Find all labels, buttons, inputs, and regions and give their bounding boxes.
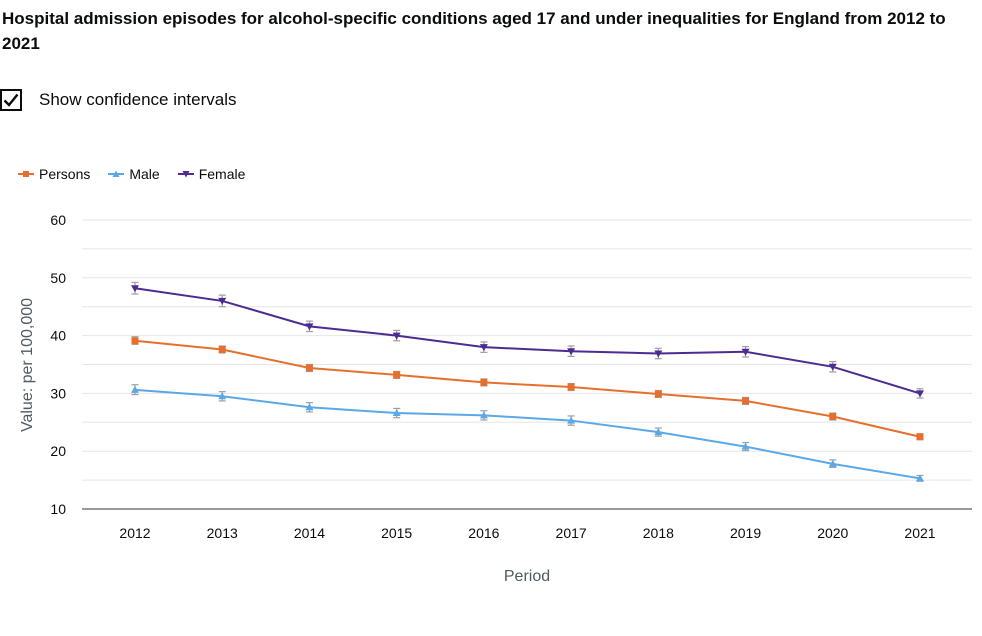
series-female xyxy=(131,281,924,399)
data-point-persons xyxy=(829,413,837,421)
data-point-male xyxy=(479,411,488,419)
y-tick-label: 20 xyxy=(50,443,66,459)
data-point-persons xyxy=(742,397,750,405)
legend-marker-male xyxy=(108,170,125,177)
data-point-persons xyxy=(654,390,662,398)
data-point-male xyxy=(392,409,401,417)
x-tick-label: 2019 xyxy=(730,525,761,541)
data-point-female xyxy=(828,363,837,371)
y-tick-label: 60 xyxy=(50,212,66,228)
data-point-persons xyxy=(916,433,924,441)
legend-marker-female xyxy=(177,171,194,178)
data-point-female xyxy=(392,332,401,340)
data-point-female xyxy=(479,344,488,352)
data-point-male xyxy=(305,403,314,411)
data-point-female xyxy=(916,390,924,398)
y-tick-label: 40 xyxy=(50,328,66,344)
data-point-persons xyxy=(480,378,488,386)
series-persons xyxy=(131,336,924,441)
y-tick-label: 50 xyxy=(50,270,66,286)
series-line-male xyxy=(134,388,921,480)
series-male xyxy=(131,384,924,482)
checkmark-icon xyxy=(3,93,19,107)
legend-label-female: Female xyxy=(198,166,246,182)
data-point-female xyxy=(305,323,314,331)
x-tick-label: 2018 xyxy=(643,525,674,541)
data-point-female xyxy=(654,350,663,358)
confidence-interval-checkbox[interactable] xyxy=(0,89,22,111)
series-line-female xyxy=(134,287,921,395)
data-point-persons xyxy=(218,345,226,353)
legend-item-persons[interactable]: Persons xyxy=(18,166,90,182)
x-tick-label: 2016 xyxy=(468,525,499,541)
y-axis-title: Value: per 100,000 xyxy=(19,298,36,432)
data-point-persons xyxy=(131,337,139,345)
series-line-persons xyxy=(134,339,921,438)
legend-label-persons: Persons xyxy=(39,166,91,182)
grid-lines xyxy=(82,219,972,481)
data-point-female xyxy=(741,348,750,356)
x-tick-label: 2015 xyxy=(381,525,412,541)
data-point-male xyxy=(741,442,750,450)
legend-item-female[interactable]: Female xyxy=(177,166,246,182)
data-point-male xyxy=(916,474,924,482)
legend-item-male[interactable]: Male xyxy=(108,166,160,182)
x-tick-label: 2021 xyxy=(904,525,935,541)
chart-title: Hospital admission episodes for alcohol-… xyxy=(2,9,946,53)
data-point-male xyxy=(567,416,576,424)
y-tick-label: 30 xyxy=(50,385,66,401)
data-point-male xyxy=(654,428,663,436)
data-point-female xyxy=(567,348,576,356)
confidence-interval-label: Show confidence intervals xyxy=(39,90,237,109)
data-point-male xyxy=(131,385,139,393)
data-point-persons xyxy=(305,364,313,372)
x-tick-label: 2014 xyxy=(294,525,325,541)
x-tick-label: 2013 xyxy=(207,525,238,541)
data-point-male xyxy=(218,392,227,400)
x-tick-label: 2012 xyxy=(119,525,150,541)
legend-label-male: Male xyxy=(129,166,160,182)
x-tick-label: 2017 xyxy=(556,525,587,541)
legend-marker-persons xyxy=(18,171,34,177)
chart-legend: Persons Male Female xyxy=(18,166,263,182)
x-axis-title: Period xyxy=(504,568,550,585)
data-point-male xyxy=(828,459,837,467)
x-tick-label: 2020 xyxy=(817,525,848,541)
y-tick-label: 10 xyxy=(50,501,66,517)
data-point-persons xyxy=(567,383,575,391)
confidence-interval-toggle[interactable]: Show confidence intervals xyxy=(0,89,237,111)
line-chart: 10 20 30 40 50 60 2012 2013 2014 2015 2016 2017 2018… xyxy=(19,212,972,585)
data-point-female xyxy=(131,285,139,293)
data-point-persons xyxy=(393,371,401,379)
data-point-female xyxy=(218,297,227,305)
